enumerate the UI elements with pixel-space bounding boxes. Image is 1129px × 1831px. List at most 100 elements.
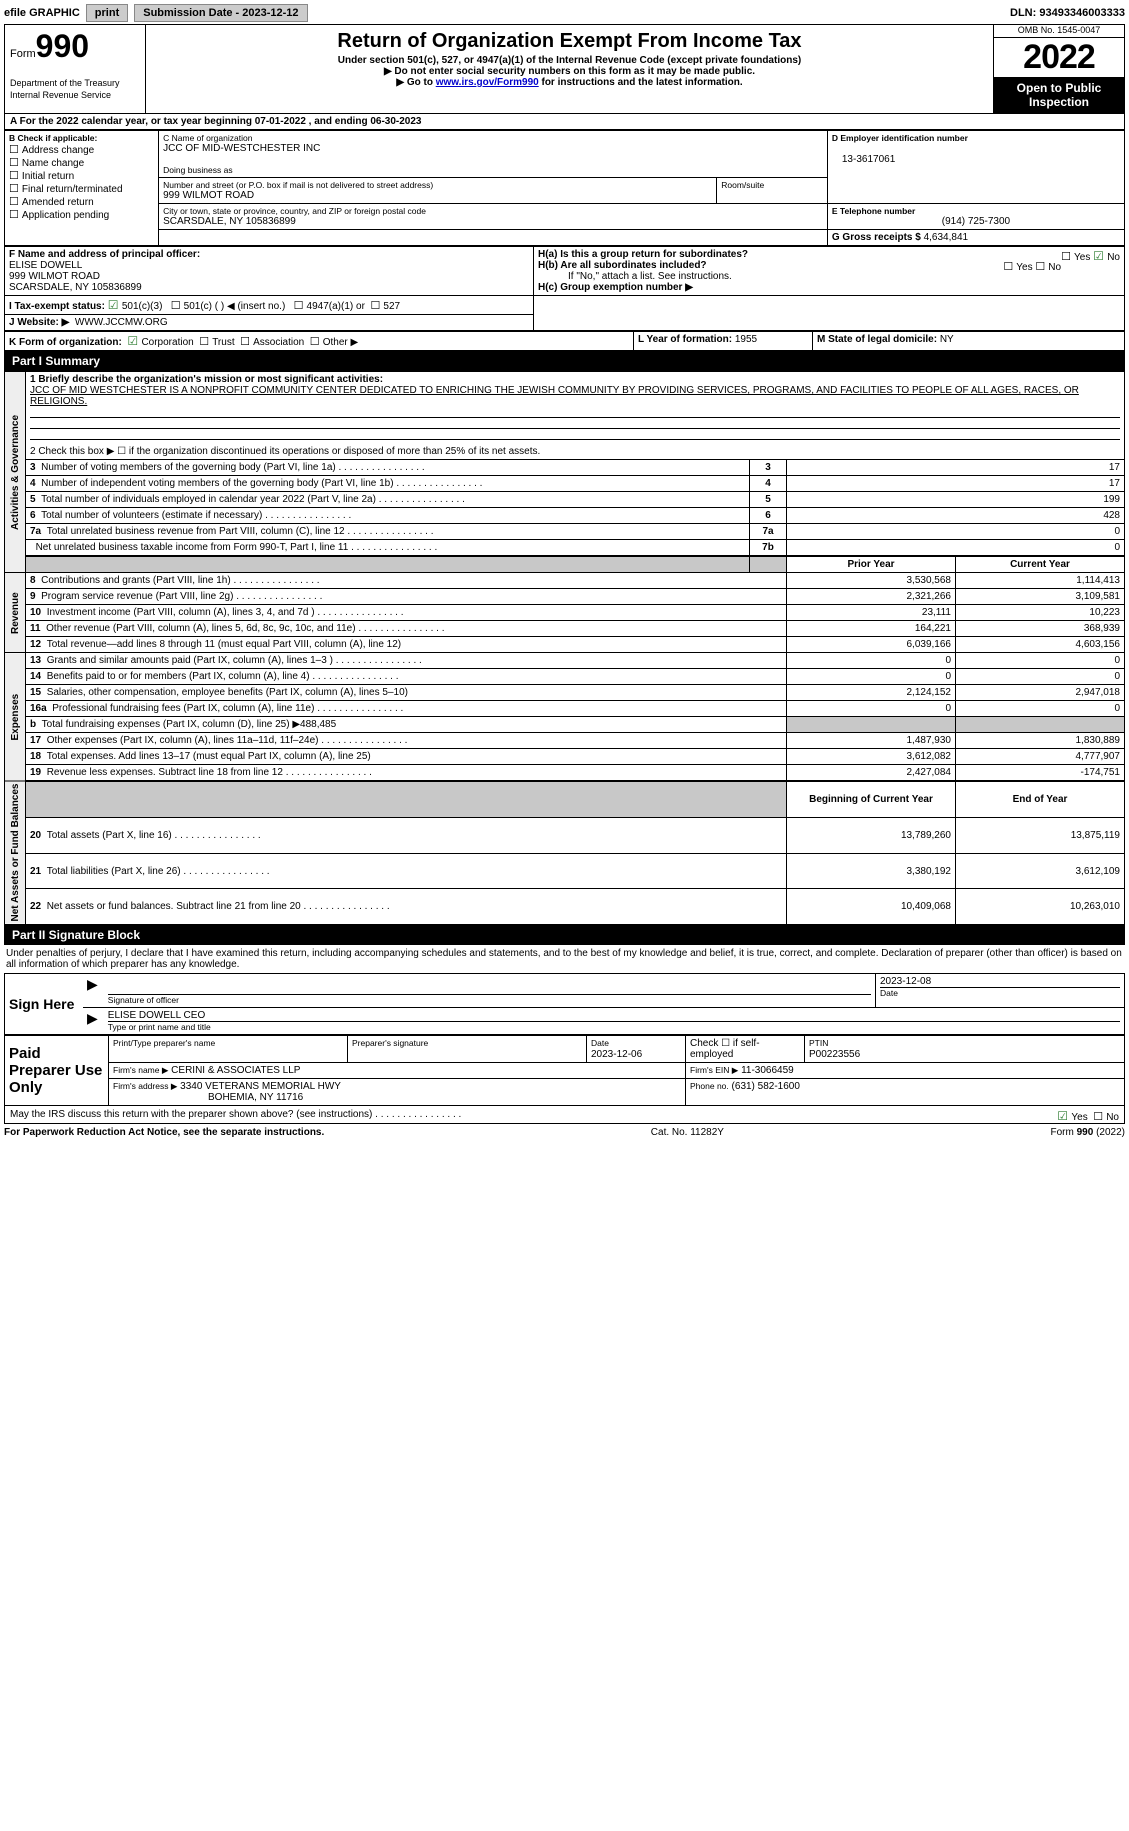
discuss-yes[interactable]: Yes [1057, 1112, 1087, 1123]
box-j-label: J Website: ▶ [9, 317, 69, 328]
sig-date: 2023-12-08 [880, 976, 1120, 988]
ln-box: 4 [750, 476, 787, 492]
mission-text: JCC OF MID WESTCHESTER IS A NONPROFIT CO… [30, 385, 1079, 407]
ln-text: Other expenses (Part IX, column (A), lin… [47, 735, 408, 746]
cb-corp[interactable]: Corporation [127, 337, 193, 348]
signature-table: Sign Here Signature of officer 2023-12-0… [4, 973, 1125, 1035]
ln-box: 7b [750, 540, 787, 557]
cy-val: 1,114,413 [956, 573, 1125, 589]
py-val: 3,380,192 [787, 853, 956, 889]
ln-text: Total number of volunteers (estimate if … [41, 510, 351, 521]
box-i-label: I Tax-exempt status: [9, 301, 105, 312]
ln-num: 20 [30, 830, 41, 841]
ln-text: Program service revenue (Part VIII, line… [41, 591, 322, 602]
date-label: Date [880, 988, 1120, 998]
form-title: Return of Organization Exempt From Incom… [151, 30, 988, 53]
hc-label: H(c) Group exemption number ▶ [538, 282, 1120, 293]
irs-link[interactable]: www.irs.gov/Form990 [436, 77, 539, 88]
ln-text: Investment income (Part VIII, column (A)… [47, 607, 404, 618]
ln-text: Revenue less expenses. Subtract line 18 … [47, 767, 372, 778]
efile-label: efile GRAPHIC [4, 7, 80, 19]
cb-final-return[interactable]: Final return/terminated [9, 182, 154, 195]
ln-num: 14 [30, 671, 41, 682]
ln-text: Total revenue—add lines 8 through 11 (mu… [47, 639, 401, 650]
cb-other[interactable]: Other ▶ [310, 337, 358, 348]
py-val: 2,321,266 [787, 589, 956, 605]
ln-val: 0 [787, 540, 1125, 557]
ln-num: 12 [30, 639, 41, 650]
phone-label: E Telephone number [832, 206, 1120, 216]
box-c-name-label: C Name of organization [163, 133, 823, 143]
cb-assoc[interactable]: Association [240, 337, 304, 348]
ln-text: Total unrelated business revenue from Pa… [47, 526, 434, 537]
ln-num: 10 [30, 607, 41, 618]
goto-note: Go to www.irs.gov/Form990 for instructio… [151, 77, 988, 88]
cb-501c3[interactable]: 501(c)(3) [108, 301, 163, 312]
ln-num: 4 [30, 478, 36, 489]
footer-right: Form 990 (2022) [1051, 1127, 1125, 1138]
ln-num: 11 [30, 623, 41, 634]
ln-text: Other revenue (Part VIII, column (A), li… [46, 623, 444, 634]
tax-status-row: I Tax-exempt status: 501(c)(3) 501(c) ( … [4, 296, 1125, 331]
self-employed-cb[interactable]: Check ☐ if self-employed [686, 1036, 805, 1063]
ha-no[interactable]: No [1093, 252, 1120, 263]
firm-ein: 11-3066459 [741, 1065, 794, 1076]
firm-name-label: Firm's name ▶ [113, 1065, 168, 1075]
cy-val: 1,830,889 [956, 733, 1125, 749]
dln-label: DLN: 93493346003333 [1010, 7, 1125, 19]
cb-trust[interactable]: Trust [199, 337, 234, 348]
firm-phone-label: Phone no. [690, 1081, 729, 1091]
phone-value: (914) 725-7300 [832, 216, 1120, 227]
ptin-value: P00223556 [809, 1049, 860, 1060]
officer-addr1: 999 WILMOT ROAD [9, 271, 100, 282]
summary-table: Activities & Governance 1 Briefly descri… [4, 371, 1125, 925]
print-button[interactable]: print [86, 4, 128, 22]
ln-box: 6 [750, 508, 787, 524]
ha-yes[interactable]: Yes [1061, 252, 1090, 263]
hb-yes[interactable]: Yes [1003, 262, 1032, 273]
cb-amended-return[interactable]: Amended return [9, 195, 154, 208]
cb-app-pending[interactable]: Application pending [9, 208, 154, 221]
cb-501c[interactable]: 501(c) ( ) ◀ (insert no.) [171, 301, 286, 312]
cb-527[interactable]: 527 [370, 301, 400, 312]
goto-post: for instructions and the latest informat… [539, 77, 743, 88]
ln-num: 17 [30, 735, 41, 746]
discuss-row: May the IRS discuss this return with the… [4, 1106, 1125, 1124]
cy-val: 368,939 [956, 621, 1125, 637]
room-label: Room/suite [721, 180, 823, 190]
officer-addr2: SCARSDALE, NY 105836899 [9, 282, 142, 293]
py-val: 164,221 [787, 621, 956, 637]
ln-text: Contributions and grants (Part VIII, lin… [41, 575, 319, 586]
ln-val: 17 [787, 476, 1125, 492]
line1-label: 1 Briefly describe the organization's mi… [30, 374, 383, 385]
ln-num: 7a [30, 526, 41, 537]
form-subtitle: Under section 501(c), 527, or 4947(a)(1)… [151, 55, 988, 66]
cy-val: 2,947,018 [956, 685, 1125, 701]
cb-initial-return[interactable]: Initial return [9, 169, 154, 182]
cy-val: 10,263,010 [956, 889, 1125, 925]
firm-addr-label: Firm's address ▶ [113, 1081, 177, 1091]
website-value: WWW.JCCMW.ORG [75, 317, 168, 328]
bcy-hdr: Beginning of Current Year [787, 781, 956, 818]
ssn-note: Do not enter social security numbers on … [151, 66, 988, 77]
ln-num: 5 [30, 494, 36, 505]
cy-val: -174,751 [956, 765, 1125, 782]
py-val: 0 [787, 669, 956, 685]
ln-num: 15 [30, 687, 41, 698]
ln-text: Salaries, other compensation, employee b… [47, 687, 408, 698]
firm-phone: (631) 582-1600 [732, 1081, 800, 1092]
cy-val: 4,603,156 [956, 637, 1125, 653]
cy-val: 4,777,907 [956, 749, 1125, 765]
eoy-hdr: End of Year [956, 781, 1125, 818]
current-year-hdr: Current Year [956, 556, 1125, 573]
discuss-no[interactable]: No [1093, 1112, 1119, 1123]
hb-no[interactable]: No [1035, 262, 1061, 273]
gross-receipts-value: 4,634,841 [924, 232, 969, 243]
firm-addr2: BOHEMIA, NY 11716 [113, 1092, 303, 1103]
cb-4947[interactable]: 4947(a)(1) or [294, 301, 365, 312]
cb-name-change[interactable]: Name change [9, 156, 154, 169]
prior-year-hdr: Prior Year [787, 556, 956, 573]
ln-num: 22 [30, 901, 41, 912]
box-f-label: F Name and address of principal officer: [9, 249, 200, 260]
cb-address-change[interactable]: Address change [9, 143, 154, 156]
